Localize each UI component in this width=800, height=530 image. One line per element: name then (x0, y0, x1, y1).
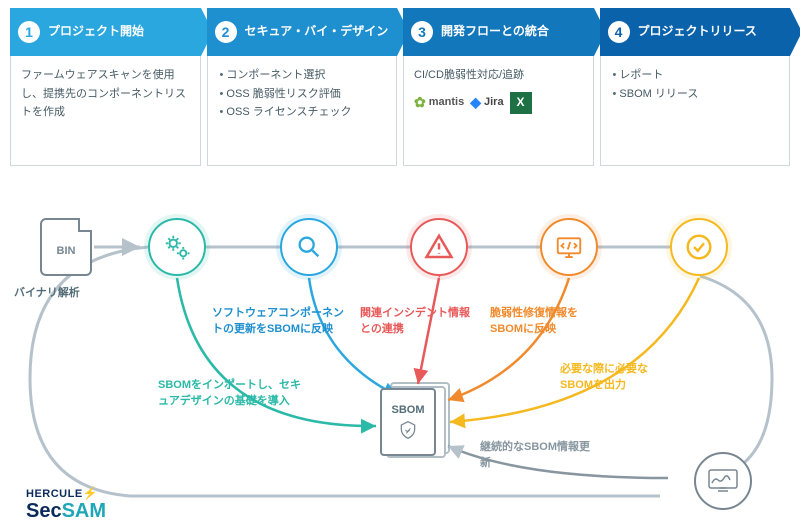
step-item: OSS ライセンスチェック (220, 103, 387, 122)
flow-label: 継続的なSBOM情報更新 (480, 440, 600, 472)
step-title: プロジェクト開始 (48, 24, 144, 40)
search-node (280, 218, 338, 276)
binary-file-icon: BIN (40, 218, 92, 276)
excel-logo: X (510, 92, 532, 114)
step-number: 1 (18, 21, 40, 43)
step-body: CI/CD脆弱性対応/追跡✿mantis◆JiraX (403, 56, 594, 166)
step-number: 4 (608, 21, 630, 43)
step-body: コンポーネント選択OSS 脆弱性リスク評価OSS ライセンスチェック (207, 56, 398, 166)
step-title: 開発フローとの統合 (441, 24, 549, 40)
check-node (670, 218, 728, 276)
step-title: プロジェクトリリース (638, 24, 757, 40)
product-logo: HERCULE⚡ SecSAM (26, 487, 106, 522)
binary-analysis-label: バイナリ解析 (14, 286, 80, 302)
step-item: SBOM リリース (613, 85, 780, 104)
sbom-label: SBOM (392, 404, 425, 416)
steps-row: 1 プロジェクト開始ファームウェアスキャンを使用し、提携先のコンポーネントリストを… (0, 0, 800, 166)
alert-node (410, 218, 468, 276)
step-3: 3開発フローとの統合CI/CD脆弱性対応/追跡✿mantis◆JiraX (403, 8, 594, 166)
step-number: 3 (411, 21, 433, 43)
flow-diagram: BIN バイナリ解析 SBOM HERCULE⚡ SecSAM ソフトウェアコン… (0, 178, 800, 530)
dashboard-icon (694, 452, 752, 510)
bin-label: BIN (57, 245, 76, 257)
gears-node (148, 218, 206, 276)
Jira-logo: ◆Jira (470, 91, 503, 115)
mantis-logo: ✿mantis (414, 91, 464, 115)
step-2: 2 セキュア・バイ・デザインコンポーネント選択OSS 脆弱性リスク評価OSS ライ… (207, 8, 398, 166)
step-number: 2 (215, 21, 237, 43)
flow-label: 脆弱性修復情報をSBOMに反映 (490, 306, 610, 338)
flow-label: 必要な際に必要なSBOMを出力 (560, 362, 680, 394)
step-title: セキュア・バイ・デザイン (245, 24, 389, 40)
step-item: コンポーネント選択 (220, 66, 387, 85)
flow-label: SBOMをインポートし、セキュアデザインの基礎を導入 (158, 378, 308, 410)
dev-node (540, 218, 598, 276)
step-item: レポート (613, 66, 780, 85)
step-item: OSS 脆弱性リスク評価 (220, 85, 387, 104)
step-body: ファームウェアスキャンを使用し、提携先のコンポーネントリストを作成 (10, 56, 201, 166)
step-body: レポートSBOM リリース (600, 56, 791, 166)
sbom-document-icon: SBOM (380, 388, 436, 456)
flow-label: ソフトウェアコンポーネントの更新をSBOMに反映 (212, 306, 352, 338)
step-1: 1 プロジェクト開始ファームウェアスキャンを使用し、提携先のコンポーネントリストを… (10, 8, 201, 166)
step-4: 4 プロジェクトリリースレポートSBOM リリース (600, 8, 791, 166)
flow-label: 関連インシデント情報との連携 (360, 306, 470, 338)
